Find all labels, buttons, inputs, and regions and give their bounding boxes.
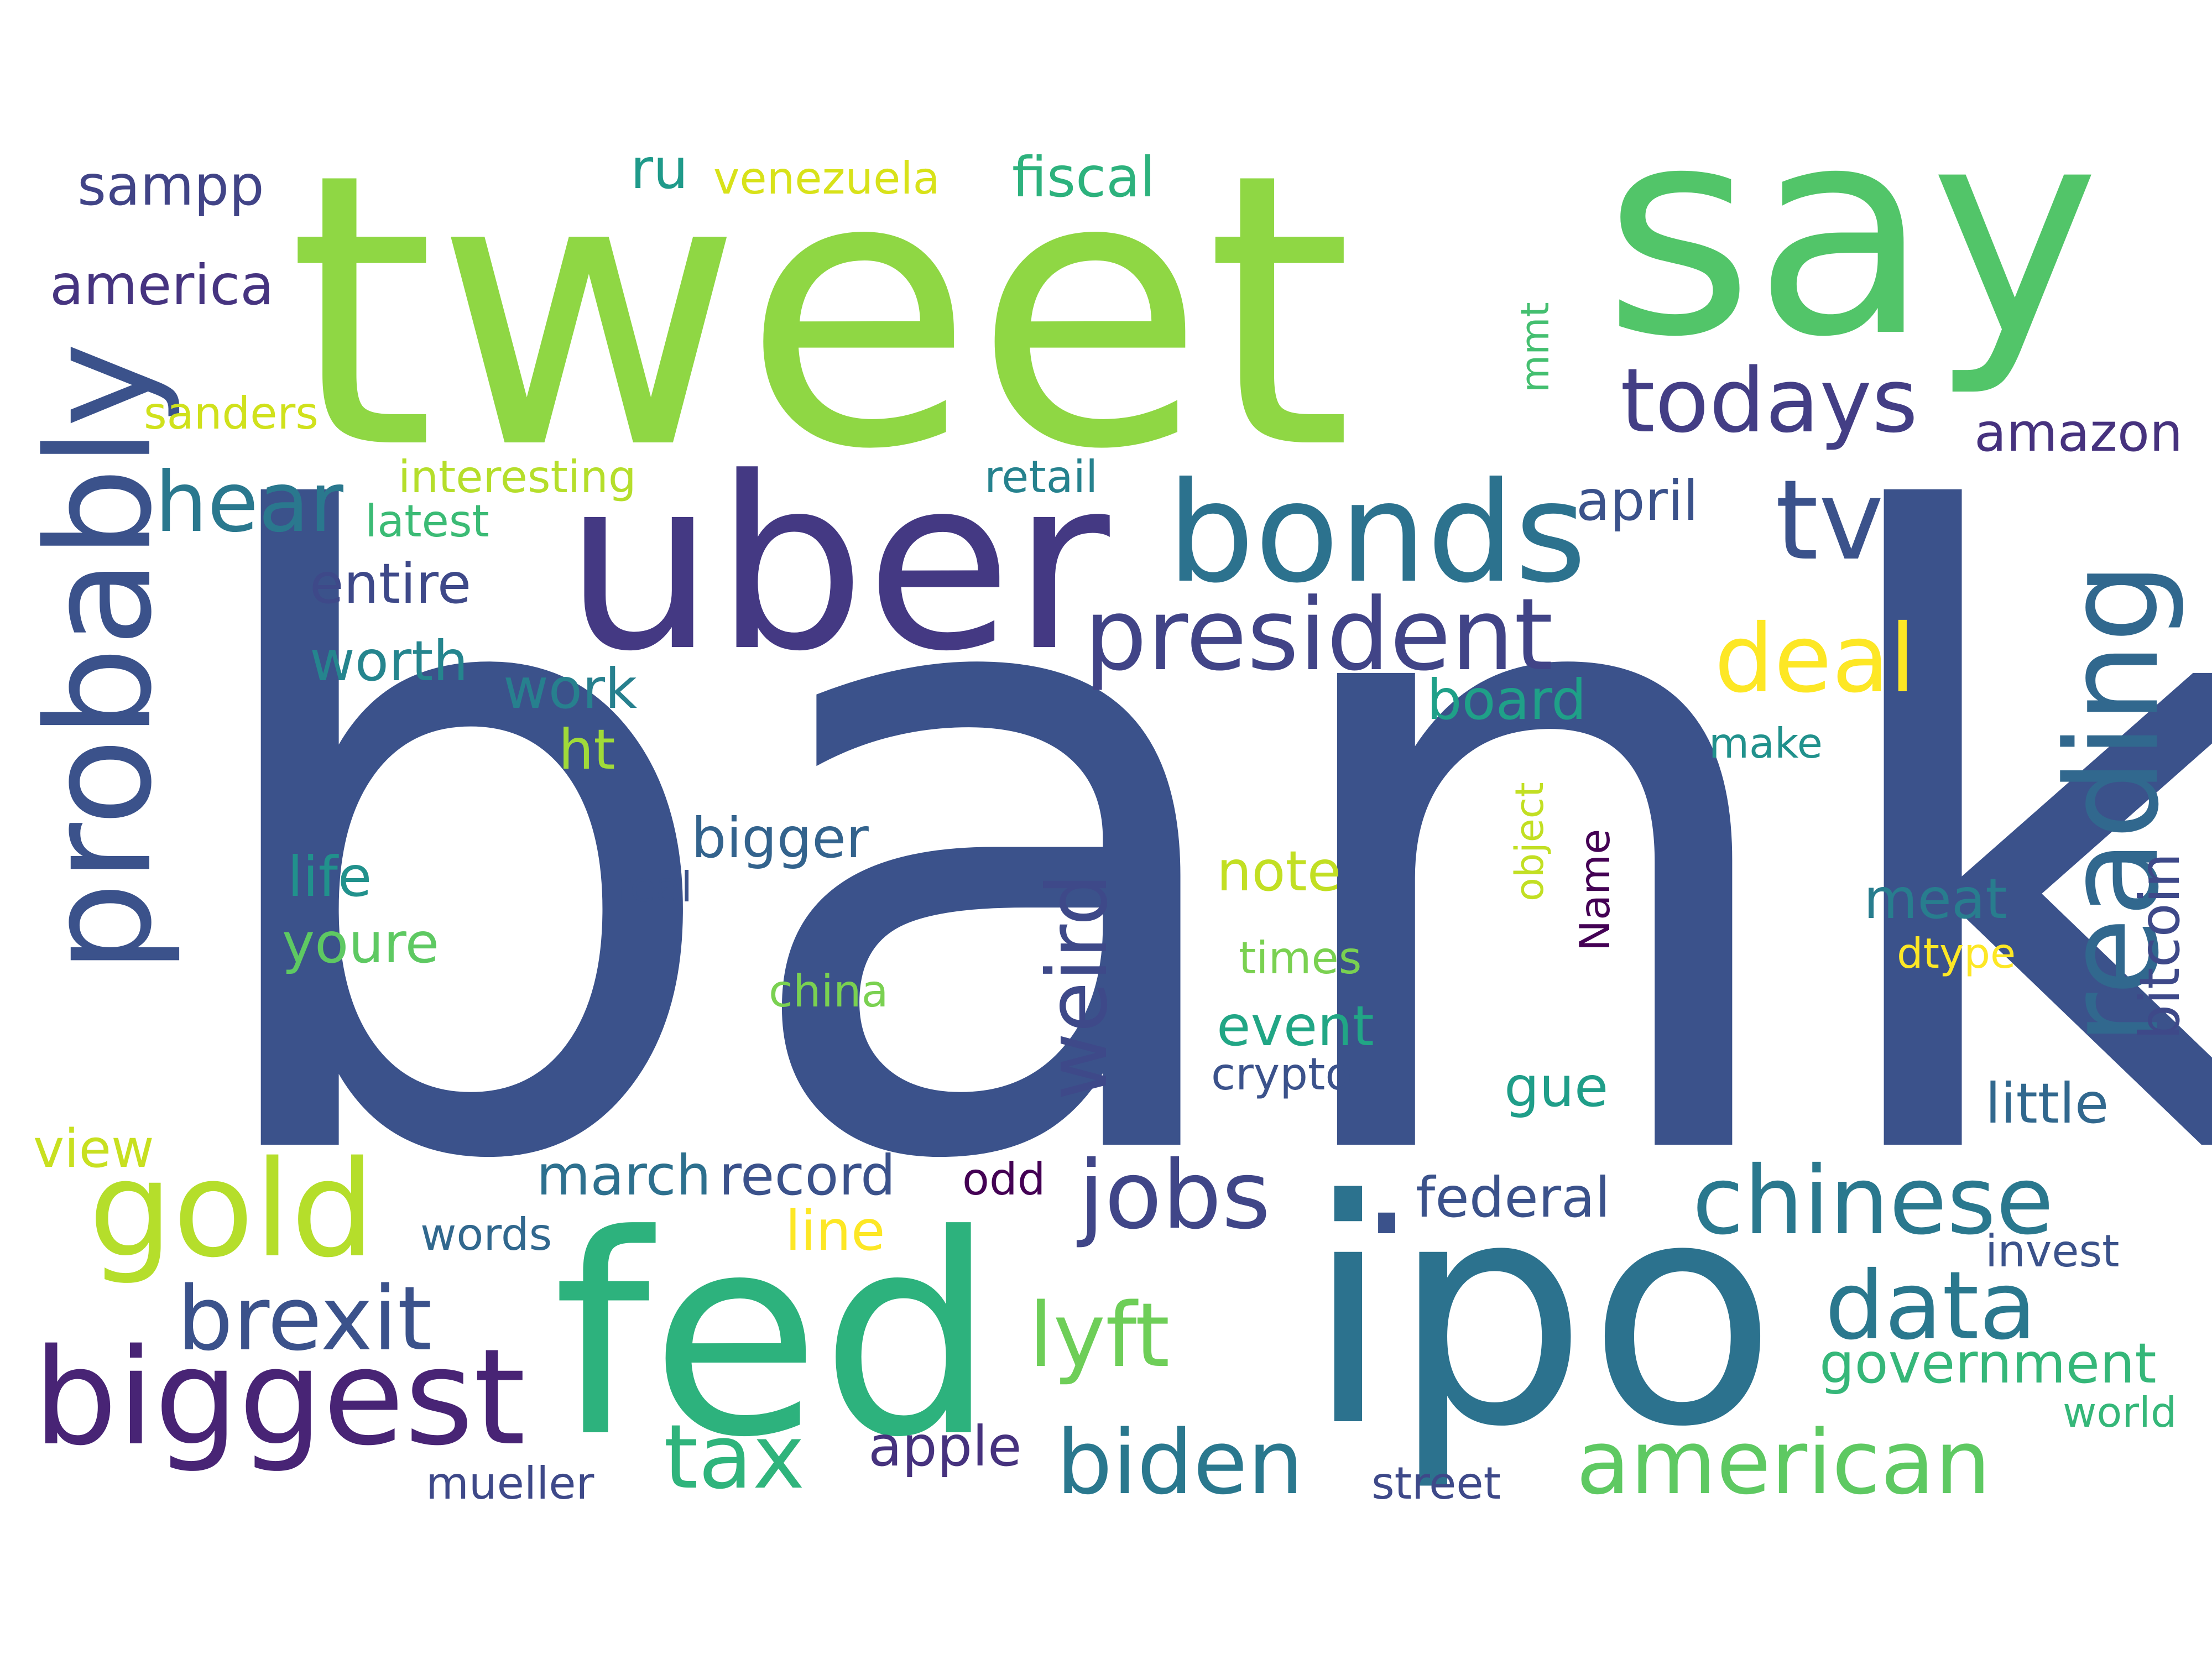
word-tweet: tweet	[288, 94, 1353, 531]
word-meat: meat	[1864, 867, 2007, 931]
word-life: life	[288, 844, 372, 909]
word-crypto: crypto	[1211, 1048, 1352, 1100]
word-times: times	[1239, 932, 1361, 984]
word-gold: gold	[88, 1132, 375, 1287]
word-little: little	[1985, 1071, 2109, 1136]
word-hear: hear	[155, 455, 343, 551]
word-object: object	[1507, 782, 1552, 901]
word-tv: tv	[1775, 456, 1884, 585]
word-venezuela: venezuela	[713, 153, 940, 204]
word-federal: federal	[1416, 1165, 1610, 1230]
word-entire: entire	[310, 551, 471, 616]
word-dot: .	[1360, 1079, 1413, 1272]
word-deal: deal	[1714, 604, 1916, 714]
word-president: president	[1084, 577, 1553, 693]
word-probably: probably	[17, 342, 184, 973]
word-invest: invest	[1985, 1225, 2120, 1277]
word-youre: youre	[282, 911, 439, 975]
word-gue: gue	[1504, 1055, 1608, 1119]
word-street: street	[1371, 1458, 1501, 1509]
word-board: board	[1427, 667, 1587, 732]
word-american: american	[1576, 1411, 1991, 1514]
word-mueller: mueller	[426, 1458, 594, 1509]
word-ht: ht	[559, 717, 615, 782]
word-bonds: bonds	[1167, 452, 1587, 613]
word-biggest: biggest	[33, 1320, 526, 1475]
word-ru: ru	[630, 137, 688, 201]
word-dtype: dtype	[1897, 929, 2016, 978]
word-fed: fed	[553, 1176, 996, 1498]
word-lyft: lyft	[1029, 1284, 1170, 1387]
word-weird: weird	[1030, 873, 1126, 1100]
word-name: Name	[1571, 829, 1619, 951]
word-china: china	[769, 966, 889, 1017]
word-work: work	[503, 656, 637, 721]
word-words: words	[420, 1209, 552, 1260]
word-government: government	[1819, 1331, 2157, 1396]
word-world: world	[2063, 1388, 2177, 1437]
word-view: view	[33, 1119, 154, 1180]
word-sanders: sanders	[144, 388, 319, 439]
word-uber: uber	[564, 427, 1112, 703]
word-odd: odd	[962, 1154, 1046, 1205]
word-chinese: chinese	[1692, 1146, 2054, 1256]
word-make: make	[1709, 719, 1823, 768]
word-ipo: ipo	[1305, 1134, 1777, 1495]
word-todays: todays	[1620, 349, 1918, 452]
word-event: event	[1217, 994, 1374, 1058]
word-april: april	[1576, 468, 1698, 533]
word-record: record	[719, 1143, 895, 1208]
word-brexit: brexit	[177, 1267, 432, 1370]
word-retail: retail	[984, 451, 1098, 503]
word-sampp: sampp	[77, 153, 264, 218]
word-mmt: mmt	[1512, 302, 1558, 393]
word-america: america	[50, 253, 274, 317]
word-amazon: amazon	[1974, 403, 2183, 463]
word-data: data	[1825, 1251, 2037, 1361]
word-note: note	[1217, 839, 1341, 904]
word-latest: latest	[365, 495, 489, 547]
word-real: real	[614, 863, 692, 911]
word-worth: worth	[310, 629, 468, 693]
word-bitcoin: bitcoin	[2127, 853, 2192, 1040]
word-biden: biden	[1056, 1411, 1303, 1514]
word-bank: bank	[182, 344, 2212, 1348]
word-reading: reading	[2039, 562, 2187, 1045]
word-tax: tax	[664, 1405, 805, 1509]
word-fiscal: fiscal	[1012, 145, 1155, 210]
word-march: march	[536, 1143, 711, 1208]
word-bigger: bigger	[691, 806, 869, 870]
word-apple: apple	[868, 1414, 1022, 1479]
word-say: say	[1604, 65, 2100, 400]
word-line: line	[785, 1198, 885, 1263]
word-jobs: jobs	[1076, 1141, 1271, 1250]
word-interesting: interesting	[398, 451, 637, 503]
